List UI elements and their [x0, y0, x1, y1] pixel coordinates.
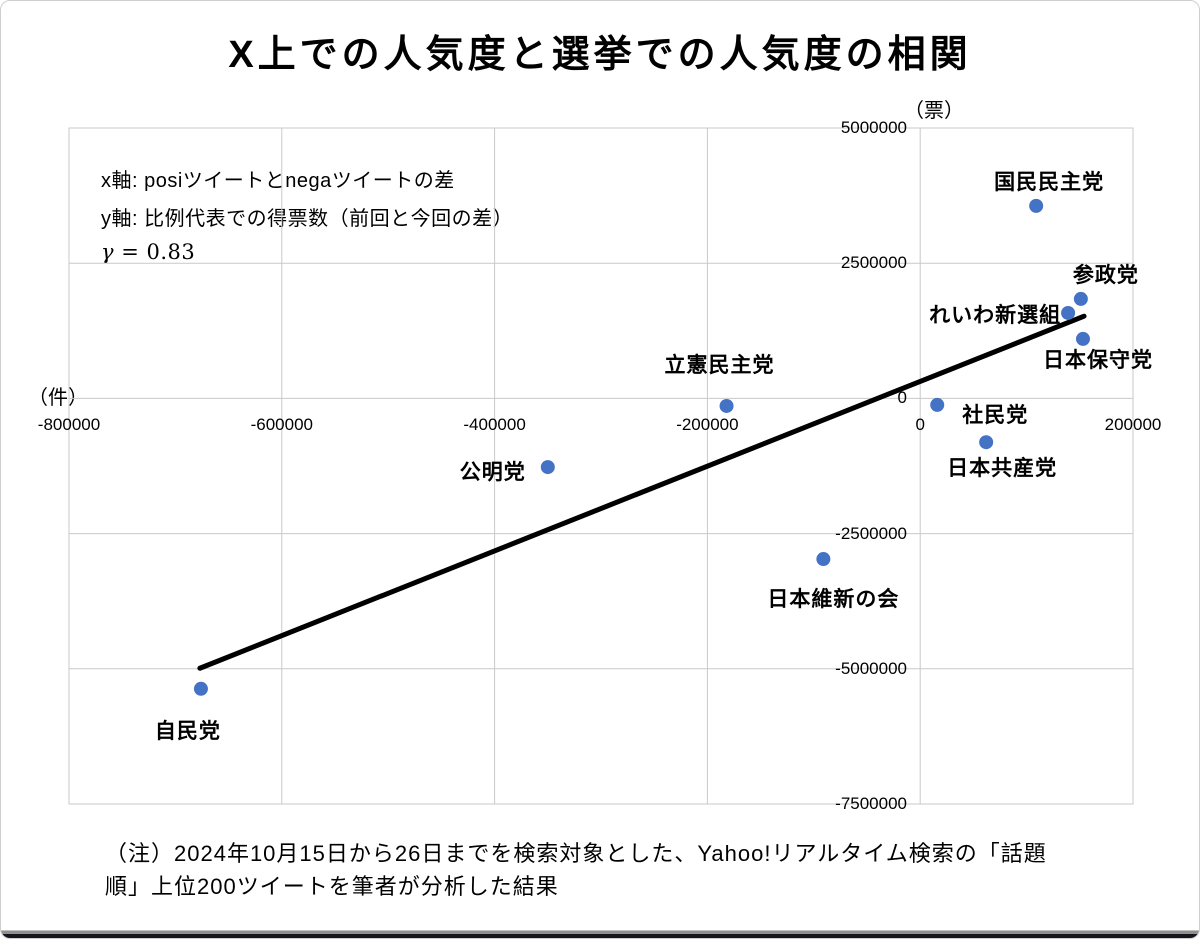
x-axis-unit-label: （件）	[28, 387, 88, 409]
data-point-label: 日本維新の会	[767, 588, 900, 612]
x-tick-label: 0	[915, 415, 925, 434]
data-point-label: 社民党	[962, 403, 1029, 427]
y-tick-label: 2500000	[840, 253, 907, 273]
data-point-label: 立憲民主党	[664, 353, 775, 377]
data-point-label: 国民民主党	[994, 170, 1105, 194]
data-point-label: れいわ新選組	[929, 303, 1062, 327]
footnote-line-2: 順」上位200ツイートを筆者が分析した結果	[105, 874, 559, 899]
y-tick-label: 5000000	[840, 118, 907, 137]
trend-line	[197, 313, 1087, 671]
x-tick-label: -400000	[463, 415, 526, 434]
x-tick-label: 200000	[1104, 415, 1162, 434]
data-point	[719, 398, 734, 413]
data-point	[930, 397, 945, 412]
gamma-symbol: γ	[101, 240, 115, 264]
x-tick-label: -800000	[37, 415, 101, 434]
data-point	[193, 681, 208, 696]
y-tick-label: -2500000	[835, 523, 907, 543]
data-point	[1073, 291, 1088, 306]
y-tick-label: 0	[897, 388, 907, 408]
data-point-label: 日本共産党	[947, 457, 1058, 481]
data-point	[979, 435, 994, 450]
data-point	[1029, 198, 1044, 213]
gamma-value: = 0.83	[114, 240, 196, 264]
x-axis-definition-note: x軸: posiツイートとnegaツイートの差	[101, 170, 455, 192]
x-tick-label: -200000	[676, 415, 739, 434]
data-point-label: 参政党	[1072, 263, 1139, 287]
data-point-label: 自民党	[154, 719, 221, 743]
data-point	[816, 552, 831, 567]
data-point-label: 公明党	[459, 461, 526, 485]
window-bottom-edge	[1, 930, 1199, 938]
y-axis-definition-note: y軸: 比例代表での得票数（前回と今回の差）	[101, 208, 514, 230]
plot-border	[68, 127, 1134, 805]
chart-title: X上での人気度と選挙での人気度の相関	[228, 34, 972, 76]
y-tick-label: -7500000	[835, 794, 907, 813]
data-point	[540, 460, 555, 475]
data-point	[1075, 331, 1090, 346]
data-point-label: 日本保守党	[1042, 348, 1153, 372]
y-tick-label: -5000000	[835, 658, 907, 678]
x-tick-label: -600000	[250, 415, 313, 434]
data-point	[1061, 305, 1076, 320]
footnote-line-1: （注）2024年10月15日から26日までを検索対象とした、Yahoo!リアルタ…	[105, 841, 1047, 866]
correlation-coefficient-note: γ = 0.83	[101, 240, 195, 264]
y-axis-unit-label: （票）	[904, 100, 964, 122]
